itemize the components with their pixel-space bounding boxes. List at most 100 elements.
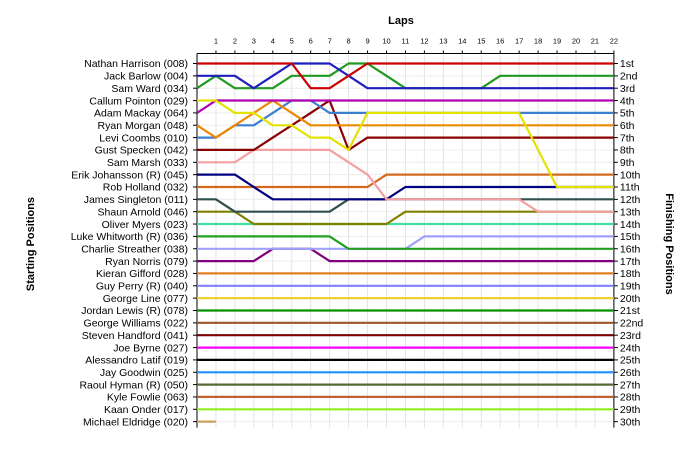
driver-label: Ryan Morgan (048) (98, 120, 188, 132)
driver-label: Adam Mackay (064) (94, 108, 188, 120)
driver-series-line (196, 99, 614, 114)
lap-label: 21 (591, 37, 599, 46)
lap-label: 17 (515, 37, 523, 46)
driver-series-line (197, 62, 614, 90)
driver-label: Jay Goodwin (025) (100, 367, 188, 379)
finishing-position-label: 3rd (620, 83, 635, 95)
driver-label: Nathan Harrison (008) (84, 58, 188, 70)
driver-label: Erik Johansson (R) (045) (71, 169, 188, 181)
finishing-position-label: 11th (620, 182, 640, 194)
driver-label: Sam Marsh (033) (107, 157, 188, 169)
lap-label: 6 (309, 37, 313, 46)
driver-label: Guy Perry (R) (040) (96, 281, 188, 293)
driver-labels: Nathan Harrison (008)Jack Barlow (004)Sa… (71, 58, 188, 428)
finishing-position-label: 14th (620, 219, 641, 231)
driver-label: Jack Barlow (004) (104, 71, 188, 83)
driver-label: Luke Whitworth (R) (036) (71, 231, 188, 243)
driver-series-line (197, 235, 614, 250)
lap-tick-labels: 1 2 3 4 5 6 7 8 9 10 11 12 13 14 15 16 17 18 19 20 21 22 (214, 37, 618, 46)
finishing-position-label: 18th (620, 268, 641, 280)
driver-label: Charlie Streather (038) (81, 243, 188, 255)
driver-label: Gust Specken (042) (95, 145, 188, 157)
driver-series-line (197, 247, 614, 263)
finishing-position-label: 4th (620, 95, 635, 107)
driver-label: Kaan Onder (017) (104, 404, 188, 416)
series-layer (196, 62, 614, 423)
driver-label: Rob Holland (032) (103, 182, 188, 194)
driver-label: Steven Handford (041) (82, 330, 188, 342)
driver-label: Joe Byrne (027) (113, 342, 188, 354)
finishing-position-label: 1st (620, 58, 634, 70)
finishing-position-label: 2nd (620, 71, 638, 83)
finishing-position-label: 22nd (620, 318, 644, 330)
lap-label: 15 (477, 37, 485, 46)
driver-label: Kyle Fowlie (063) (107, 392, 188, 404)
finishing-position-label: 30th (620, 416, 641, 428)
driver-series-line (197, 99, 614, 189)
finishing-position-label: 25th (620, 355, 641, 367)
finishing-position-label: 9th (620, 157, 635, 169)
driver-series-line (197, 173, 614, 189)
driver-series-line (197, 173, 614, 201)
driver-label: Shaun Arnold (046) (98, 206, 188, 218)
lap-label: 8 (347, 37, 351, 46)
lap-label: 19 (553, 37, 561, 46)
lap-label: 18 (534, 37, 542, 46)
finishing-position-label: 5th (620, 108, 635, 120)
driver-label: Callum Pointon (029) (89, 95, 188, 107)
driver-label: Kieran Gifford (028) (96, 268, 188, 280)
lap-label: 14 (458, 37, 466, 46)
finishing-position-labels: 1st2nd3rd4th5th6th7th8th9th10th11th12th1… (620, 58, 644, 428)
finishing-position-label: 23rd (620, 330, 641, 342)
driver-label: James Singleton (011) (84, 194, 188, 206)
finishing-position-label: 6th (620, 120, 635, 132)
finishing-position-label: 21st (620, 305, 640, 317)
driver-label: Ryan Norris (079) (105, 256, 188, 268)
finishing-position-label: 28th (620, 392, 641, 404)
lap-label: 4 (271, 37, 275, 46)
driver-label: Raoul Hyman (R) (050) (79, 379, 188, 391)
lap-label: 7 (328, 37, 332, 46)
finishing-position-label: 19th (620, 281, 641, 293)
y-axis-title-right: Finishing Positions (663, 193, 675, 294)
x-axis-title: Laps (388, 15, 414, 27)
grid (193, 50, 618, 428)
finishing-position-label: 24th (620, 342, 641, 354)
finishing-position-label: 15th (620, 231, 641, 243)
driver-label: George Line (077) (103, 293, 188, 305)
finishing-position-label: 16th (620, 243, 641, 255)
y-axis-title-left: Starting Positions (25, 197, 37, 291)
finishing-position-label: 20th (620, 293, 641, 305)
finishing-position-label: 29th (620, 404, 641, 416)
driver-series-line (197, 62, 614, 90)
driver-series-line (197, 148, 614, 213)
finishing-position-label: 12th (620, 194, 641, 206)
driver-label: Sam Ward (034) (111, 83, 188, 95)
driver-series-line (197, 99, 614, 151)
lap-label: 20 (572, 37, 580, 46)
lap-label: 16 (496, 37, 504, 46)
finishing-position-label: 27th (620, 379, 641, 391)
lap-label: 9 (365, 37, 369, 46)
driver-label: Levi Coombs (010) (99, 132, 188, 144)
lap-label: 12 (420, 37, 428, 46)
finishing-position-label: 13th (620, 206, 641, 218)
finishing-position-label: 10th (620, 169, 641, 181)
driver-label: Jordan Lewis (R) (078) (81, 305, 188, 317)
driver-label: George Williams (022) (84, 318, 188, 330)
driver-label: Alessandro Latif (019) (85, 355, 188, 367)
lap-label: 2 (233, 37, 237, 46)
lap-label: 5 (290, 37, 294, 46)
driver-series-line (196, 99, 614, 139)
finishing-position-label: 17th (620, 256, 641, 268)
lap-label: 3 (252, 37, 256, 46)
lap-label: 11 (402, 37, 410, 46)
finishing-position-label: 8th (620, 145, 635, 157)
lap-label: 22 (610, 37, 618, 46)
driver-label: Oliver Myers (023) (102, 219, 188, 231)
driver-label: Michael Eldridge (020) (83, 416, 188, 428)
lap-label: 13 (439, 37, 447, 46)
lap-label: 1 (214, 37, 218, 46)
finishing-position-label: 26th (620, 367, 641, 379)
